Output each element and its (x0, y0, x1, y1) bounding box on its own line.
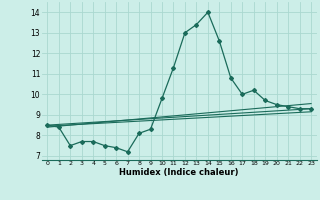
X-axis label: Humidex (Indice chaleur): Humidex (Indice chaleur) (119, 168, 239, 177)
